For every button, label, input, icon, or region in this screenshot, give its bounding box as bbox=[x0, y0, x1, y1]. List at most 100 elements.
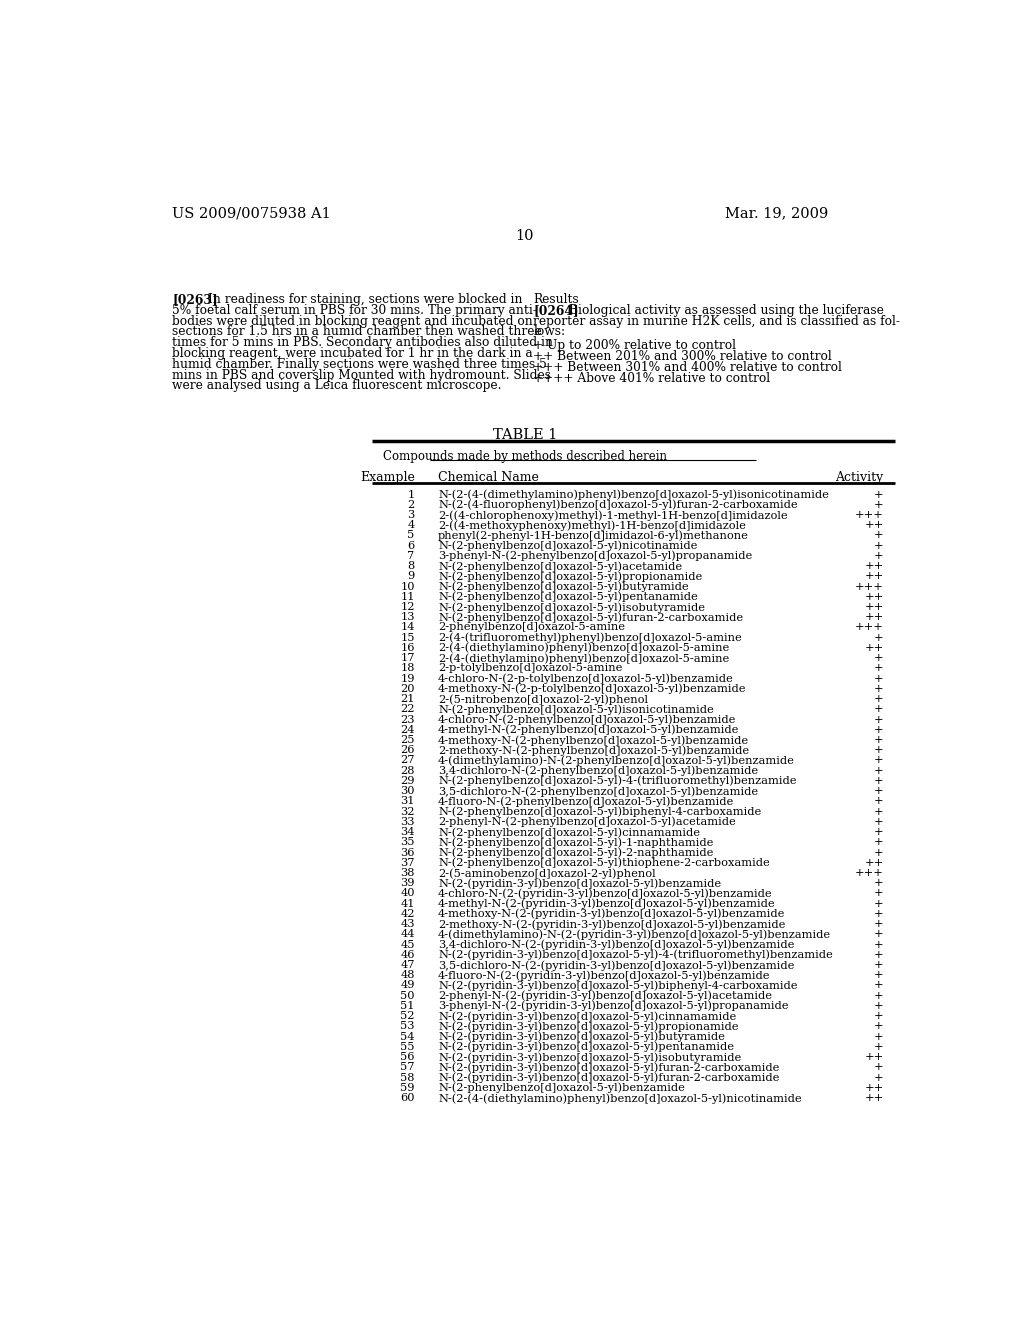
Text: ++: ++ bbox=[864, 1052, 884, 1063]
Text: +: + bbox=[874, 817, 884, 826]
Text: +: + bbox=[874, 837, 884, 847]
Text: +: + bbox=[874, 1063, 884, 1072]
Text: mins in PBS and coverslip Mounted with hydromount. Slides: mins in PBS and coverslip Mounted with h… bbox=[172, 368, 551, 381]
Text: N-(2-phenylbenzo[d]oxazol-5-yl)isonicotinamide: N-(2-phenylbenzo[d]oxazol-5-yl)isonicoti… bbox=[438, 705, 714, 715]
Text: +: + bbox=[874, 632, 884, 643]
Text: +: + bbox=[874, 909, 884, 919]
Text: 2-((4-chlorophenoxy)methyl)-1-methyl-1H-benzo[d]imidazole: 2-((4-chlorophenoxy)methyl)-1-methyl-1H-… bbox=[438, 510, 787, 520]
Text: 9: 9 bbox=[408, 572, 415, 581]
Text: +: + bbox=[874, 919, 884, 929]
Text: +: + bbox=[874, 899, 884, 908]
Text: 3: 3 bbox=[408, 510, 415, 520]
Text: 2-p-tolylbenzo[d]oxazol-5-amine: 2-p-tolylbenzo[d]oxazol-5-amine bbox=[438, 664, 623, 673]
Text: 37: 37 bbox=[400, 858, 415, 867]
Text: 19: 19 bbox=[400, 673, 415, 684]
Text: +: + bbox=[874, 776, 884, 785]
Text: 52: 52 bbox=[400, 1011, 415, 1022]
Text: ++: ++ bbox=[864, 572, 884, 581]
Text: +: + bbox=[874, 929, 884, 940]
Text: 3-phenyl-N-(2-phenylbenzo[d]oxazol-5-yl)propanamide: 3-phenyl-N-(2-phenylbenzo[d]oxazol-5-yl)… bbox=[438, 550, 753, 561]
Text: 43: 43 bbox=[400, 919, 415, 929]
Text: N-(2-(pyridin-3-yl)benzo[d]oxazol-5-yl)benzamide: N-(2-(pyridin-3-yl)benzo[d]oxazol-5-yl)b… bbox=[438, 878, 721, 888]
Text: 4: 4 bbox=[408, 520, 415, 531]
Text: 2-methoxy-N-(2-(pyridin-3-yl)benzo[d]oxazol-5-yl)benzamide: 2-methoxy-N-(2-(pyridin-3-yl)benzo[d]oxa… bbox=[438, 919, 785, 929]
Text: 22: 22 bbox=[400, 705, 415, 714]
Text: 4-(dimethylamino)-N-(2-(pyridin-3-yl)benzo[d]oxazol-5-yl)benzamide: 4-(dimethylamino)-N-(2-(pyridin-3-yl)ben… bbox=[438, 929, 831, 940]
Text: reporter assay in murine H2K cells, and is classified as fol-: reporter assay in murine H2K cells, and … bbox=[534, 314, 900, 327]
Text: 4-methoxy-N-(2-(pyridin-3-yl)benzo[d]oxazol-5-yl)benzamide: 4-methoxy-N-(2-(pyridin-3-yl)benzo[d]oxa… bbox=[438, 909, 785, 920]
Text: ++: ++ bbox=[864, 858, 884, 867]
Text: 2-(5-nitrobenzo[d]oxazol-2-yl)phenol: 2-(5-nitrobenzo[d]oxazol-2-yl)phenol bbox=[438, 694, 648, 705]
Text: In readiness for staining, sections were blocked in: In readiness for staining, sections were… bbox=[208, 293, 522, 306]
Text: 36: 36 bbox=[400, 847, 415, 858]
Text: 44: 44 bbox=[400, 929, 415, 940]
Text: +: + bbox=[874, 878, 884, 888]
Text: N-(2-phenylbenzo[d]oxazol-5-yl)pentanamide: N-(2-phenylbenzo[d]oxazol-5-yl)pentanami… bbox=[438, 591, 697, 602]
Text: 40: 40 bbox=[400, 888, 415, 899]
Text: ++: ++ bbox=[864, 1093, 884, 1104]
Text: Activity: Activity bbox=[836, 471, 884, 484]
Text: blocking reagent, were incubated for 1 hr in the dark in a: blocking reagent, were incubated for 1 h… bbox=[172, 347, 532, 360]
Text: N-(2-(4-(diethylamino)phenyl)benzo[d]oxazol-5-yl)nicotinamide: N-(2-(4-(diethylamino)phenyl)benzo[d]oxa… bbox=[438, 1093, 802, 1104]
Text: sections for 1.5 hrs in a humid chamber then washed three: sections for 1.5 hrs in a humid chamber … bbox=[172, 326, 542, 338]
Text: 53: 53 bbox=[400, 1022, 415, 1031]
Text: +: + bbox=[874, 1073, 884, 1082]
Text: 35: 35 bbox=[400, 837, 415, 847]
Text: 50: 50 bbox=[400, 991, 415, 1001]
Text: +++: +++ bbox=[855, 623, 884, 632]
Text: 4-methyl-N-(2-(pyridin-3-yl)benzo[d]oxazol-5-yl)benzamide: 4-methyl-N-(2-(pyridin-3-yl)benzo[d]oxaz… bbox=[438, 899, 775, 909]
Text: +++: +++ bbox=[855, 510, 884, 520]
Text: ++: ++ bbox=[864, 1082, 884, 1093]
Text: 59: 59 bbox=[400, 1082, 415, 1093]
Text: N-(2-(4-fluorophenyl)benzo[d]oxazol-5-yl)furan-2-carboxamide: N-(2-(4-fluorophenyl)benzo[d]oxazol-5-yl… bbox=[438, 500, 798, 511]
Text: +: + bbox=[874, 1041, 884, 1052]
Text: 4-chloro-N-(2-(pyridin-3-yl)benzo[d]oxazol-5-yl)benzamide: 4-chloro-N-(2-(pyridin-3-yl)benzo[d]oxaz… bbox=[438, 888, 773, 899]
Text: Example: Example bbox=[359, 471, 415, 484]
Text: +: + bbox=[874, 746, 884, 755]
Text: N-(2-(pyridin-3-yl)benzo[d]oxazol-5-yl)pentanamide: N-(2-(pyridin-3-yl)benzo[d]oxazol-5-yl)p… bbox=[438, 1041, 734, 1052]
Text: 4-methoxy-N-(2-p-tolylbenzo[d]oxazol-5-yl)benzamide: 4-methoxy-N-(2-p-tolylbenzo[d]oxazol-5-y… bbox=[438, 684, 746, 694]
Text: ++ Between 201% and 300% relative to control: ++ Between 201% and 300% relative to con… bbox=[534, 350, 833, 363]
Text: ++: ++ bbox=[864, 520, 884, 531]
Text: N-(2-(pyridin-3-yl)benzo[d]oxazol-5-yl)cinnamamide: N-(2-(pyridin-3-yl)benzo[d]oxazol-5-yl)c… bbox=[438, 1011, 736, 1022]
Text: 28: 28 bbox=[400, 766, 415, 776]
Text: +: + bbox=[874, 796, 884, 807]
Text: +: + bbox=[874, 664, 884, 673]
Text: +: + bbox=[874, 828, 884, 837]
Text: +: + bbox=[874, 960, 884, 970]
Text: +: + bbox=[874, 981, 884, 990]
Text: 4-methoxy-N-(2-phenylbenzo[d]oxazol-5-yl)benzamide: 4-methoxy-N-(2-phenylbenzo[d]oxazol-5-yl… bbox=[438, 735, 750, 746]
Text: 54: 54 bbox=[400, 1032, 415, 1041]
Text: 42: 42 bbox=[400, 909, 415, 919]
Text: Compounds made by methods described herein: Compounds made by methods described here… bbox=[383, 450, 667, 463]
Text: 46: 46 bbox=[400, 950, 415, 960]
Text: N-(2-phenylbenzo[d]oxazol-5-yl)propionamide: N-(2-phenylbenzo[d]oxazol-5-yl)propionam… bbox=[438, 572, 702, 582]
Text: 2-phenyl-N-(2-(pyridin-3-yl)benzo[d]oxazol-5-yl)acetamide: 2-phenyl-N-(2-(pyridin-3-yl)benzo[d]oxaz… bbox=[438, 991, 772, 1002]
Text: 5% foetal calf serum in PBS for 30 mins. The primary anti-: 5% foetal calf serum in PBS for 30 mins.… bbox=[172, 304, 538, 317]
Text: 29: 29 bbox=[400, 776, 415, 785]
Text: 41: 41 bbox=[400, 899, 415, 908]
Text: N-(2-phenylbenzo[d]oxazol-5-yl)-1-naphthamide: N-(2-phenylbenzo[d]oxazol-5-yl)-1-naphth… bbox=[438, 837, 714, 847]
Text: 15: 15 bbox=[400, 632, 415, 643]
Text: N-(2-(pyridin-3-yl)benzo[d]oxazol-5-yl)furan-2-carboxamide: N-(2-(pyridin-3-yl)benzo[d]oxazol-5-yl)f… bbox=[438, 1063, 779, 1073]
Text: times for 5 mins in PBS. Secondary antibodies also diluted in: times for 5 mins in PBS. Secondary antib… bbox=[172, 337, 553, 350]
Text: 38: 38 bbox=[400, 869, 415, 878]
Text: 49: 49 bbox=[400, 981, 415, 990]
Text: 13: 13 bbox=[400, 612, 415, 622]
Text: 21: 21 bbox=[400, 694, 415, 704]
Text: 16: 16 bbox=[400, 643, 415, 653]
Text: +: + bbox=[874, 888, 884, 899]
Text: +: + bbox=[874, 1001, 884, 1011]
Text: 10: 10 bbox=[515, 230, 535, 243]
Text: N-(2-phenylbenzo[d]oxazol-5-yl)cinnamamide: N-(2-phenylbenzo[d]oxazol-5-yl)cinnamami… bbox=[438, 828, 700, 838]
Text: +: + bbox=[874, 500, 884, 510]
Text: ++: ++ bbox=[864, 643, 884, 653]
Text: N-(2-(pyridin-3-yl)benzo[d]oxazol-5-yl)biphenyl-4-carboxamide: N-(2-(pyridin-3-yl)benzo[d]oxazol-5-yl)b… bbox=[438, 981, 798, 991]
Text: 14: 14 bbox=[400, 623, 415, 632]
Text: +: + bbox=[874, 787, 884, 796]
Text: N-(2-(pyridin-3-yl)benzo[d]oxazol-5-yl)furan-2-carboxamide: N-(2-(pyridin-3-yl)benzo[d]oxazol-5-yl)f… bbox=[438, 1073, 779, 1084]
Text: +: + bbox=[874, 991, 884, 1001]
Text: ++: ++ bbox=[864, 591, 884, 602]
Text: N-(2-(4-(dimethylamino)phenyl)benzo[d]oxazol-5-yl)isonicotinamide: N-(2-(4-(dimethylamino)phenyl)benzo[d]ox… bbox=[438, 490, 828, 500]
Text: +: + bbox=[874, 684, 884, 694]
